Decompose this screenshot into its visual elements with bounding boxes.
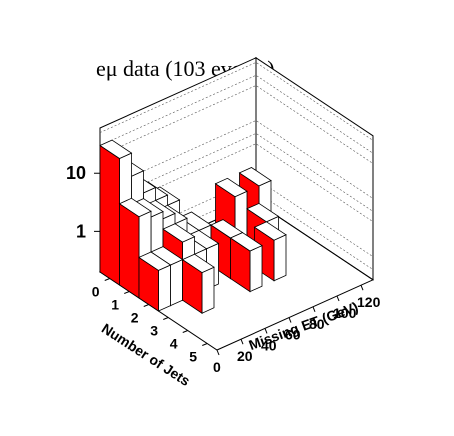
y-tick-label: 0 — [92, 284, 100, 300]
bar-top — [214, 177, 248, 198]
grid-line — [99, 120, 374, 199]
x-tick-label: 0 — [213, 359, 221, 375]
x-tick-label: 60 — [285, 327, 301, 343]
bar — [138, 251, 172, 312]
bar — [181, 253, 215, 314]
x-tick — [312, 306, 316, 312]
bar-top — [162, 223, 196, 243]
y-tick — [143, 304, 149, 307]
bar-top — [118, 197, 152, 218]
lego-bars — [99, 139, 287, 314]
grid-line — [99, 85, 374, 164]
x-tick — [288, 317, 292, 323]
bar-face — [273, 234, 287, 282]
y-tick — [104, 278, 110, 281]
grid-line — [99, 133, 374, 212]
y-tick-label: 1 — [111, 297, 119, 313]
x-tick-label: 80 — [309, 316, 325, 332]
x-tick — [360, 285, 364, 291]
x-tick — [216, 349, 220, 356]
y-tick-label: 3 — [150, 323, 158, 339]
y-tick-label: 2 — [131, 310, 139, 326]
bar-face — [249, 244, 263, 293]
bar-top — [229, 232, 263, 252]
y-axis-label: Number of Jets — [99, 320, 193, 389]
bar-top — [246, 202, 280, 223]
y-tick-label: 5 — [189, 349, 197, 365]
y-tick — [182, 330, 188, 333]
x-tick-label: 20 — [237, 348, 253, 364]
bar-top — [138, 251, 172, 271]
z-axis-ticks: 1 10 — [66, 163, 100, 241]
x-tick — [264, 328, 268, 334]
bar-top — [99, 139, 133, 159]
bar-top — [181, 253, 215, 274]
x-tick — [336, 295, 340, 302]
x-tick-label: 120 — [357, 294, 381, 310]
grid-line — [99, 62, 374, 141]
z-tick-label: 10 — [66, 163, 86, 183]
z-tick-label: 1 — [76, 221, 86, 241]
grid-line — [99, 74, 374, 154]
bar-top — [253, 221, 287, 241]
bar-side — [99, 144, 120, 286]
bar-face — [201, 266, 215, 314]
y-tick — [163, 317, 169, 320]
y-tick-label: 4 — [170, 336, 178, 352]
bar-top — [238, 167, 272, 187]
x-axis-label: Missing ET (GeV) — [247, 299, 361, 353]
bar-side — [119, 202, 140, 299]
bar-face — [158, 264, 171, 312]
bar — [229, 232, 263, 293]
bar-face — [170, 258, 183, 307]
x-tick-label: 40 — [261, 337, 277, 353]
x-tick — [240, 339, 244, 345]
y-tick — [202, 343, 208, 346]
x-tick-label: 100 — [333, 305, 357, 321]
y-tick — [124, 291, 130, 294]
